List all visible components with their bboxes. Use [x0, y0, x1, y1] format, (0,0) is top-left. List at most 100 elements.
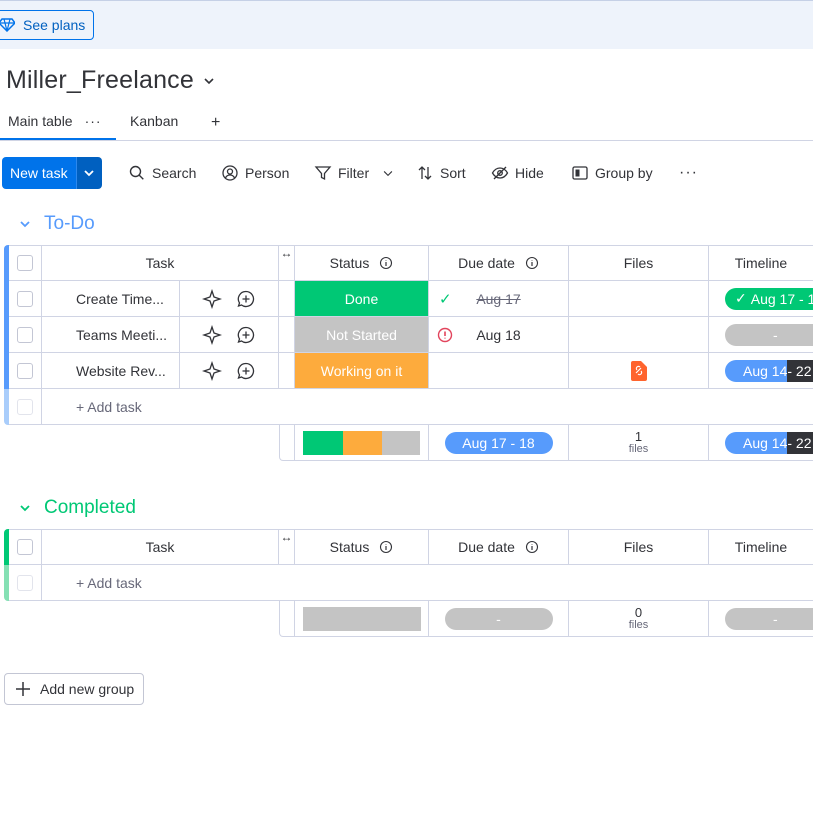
summary-files-cell[interactable]: 0 files — [569, 601, 709, 637]
due-date-value: Aug 17 — [476, 290, 521, 307]
resize-handle-icon[interactable]: ↔ — [279, 245, 295, 281]
row-select-cell — [9, 389, 42, 425]
add-task-row: + Add task — [4, 389, 813, 425]
header-due-date[interactable]: Due date — [429, 245, 569, 281]
row-checkbox — [17, 398, 33, 415]
select-all-checkbox[interactable] — [17, 255, 33, 271]
timeline-end: - 22 — [787, 359, 813, 382]
add-update-icon[interactable] — [236, 289, 256, 309]
sparkle-icon[interactable] — [202, 360, 222, 381]
timeline-cell[interactable]: - — [709, 317, 813, 353]
summary-due-cell[interactable]: Aug 17 - 18 — [429, 425, 569, 461]
hide-button[interactable]: Hide — [491, 157, 544, 189]
summary-timeline-cell[interactable]: Aug 14 - 22 — [709, 425, 813, 461]
header-status[interactable]: Status — [295, 529, 429, 565]
row-checkbox[interactable] — [17, 290, 33, 307]
summary-due-cell[interactable]: - — [429, 601, 569, 637]
more-options-icon[interactable]: ··· — [679, 164, 698, 181]
header-due-date[interactable]: Due date — [429, 529, 569, 565]
board-title[interactable]: Miller_Freelance — [6, 66, 216, 95]
group-header-completed[interactable]: Completed — [18, 497, 136, 519]
group-title[interactable]: Completed — [44, 497, 136, 518]
spacer-cell — [279, 353, 295, 389]
timeline-pill: - — [725, 323, 813, 346]
search-button[interactable]: Search — [128, 157, 196, 189]
summary-timeline-cell[interactable]: - — [709, 601, 813, 637]
add-view-button[interactable]: + — [211, 114, 221, 131]
table-row[interactable]: Website Rev... Working on it Aug 14 - 22 — [4, 353, 813, 389]
status-cell[interactable]: Not Started — [295, 317, 429, 353]
row-checkbox[interactable] — [17, 326, 33, 343]
header-due-date-label: Due date — [458, 539, 515, 555]
group-by-button[interactable]: Group by — [571, 157, 653, 189]
person-button[interactable]: Person — [221, 157, 289, 189]
task-name-cell[interactable]: Website Rev... — [42, 353, 180, 389]
info-icon — [380, 540, 393, 554]
due-date-cell[interactable] — [429, 353, 569, 389]
add-new-group-button[interactable]: Add new group — [4, 673, 145, 705]
table-header-row: Task ↔ Status Due date Files Timeline — [4, 529, 813, 565]
row-checkbox[interactable] — [17, 362, 33, 379]
group-by-icon — [572, 166, 588, 180]
hide-label: Hide — [515, 165, 544, 181]
add-update-icon[interactable] — [236, 361, 256, 381]
see-plans-label: See plans — [23, 17, 86, 33]
files-cell[interactable] — [569, 317, 709, 353]
task-name-cell[interactable]: Create Time... — [42, 281, 180, 317]
files-cell[interactable] — [569, 353, 709, 389]
due-date-cell[interactable]: ✓ Aug 17 — [429, 281, 569, 317]
tab-main-table[interactable]: Main table ··· — [0, 113, 116, 140]
toolbar: New task Search Person Filter Sort Hide … — [0, 157, 813, 189]
table-row[interactable]: Teams Meeti... Not Started Aug 18 - — [4, 317, 813, 353]
header-task[interactable]: Task — [42, 529, 279, 565]
chevron-down-icon — [84, 170, 94, 177]
summary-row: Aug 17 - 18 1 files Aug 14 - 22 — [4, 425, 813, 461]
header-timeline[interactable]: Timeline — [709, 245, 813, 281]
resize-handle-icon[interactable]: ↔ — [279, 529, 295, 565]
tab-main-table-label: Main table — [8, 113, 73, 129]
status-cell[interactable]: Done — [295, 281, 429, 317]
row-select-cell — [9, 281, 42, 317]
summary-row: - 0 files - — [4, 601, 813, 637]
status-cell[interactable]: Working on it — [295, 353, 429, 389]
summary-spacer — [279, 425, 295, 461]
table-row[interactable]: Create Time... Done ✓ Aug 17 ✓ Aug 17 - … — [4, 281, 813, 317]
summary-status-cell[interactable] — [295, 425, 429, 461]
filter-button[interactable]: Filter — [314, 157, 395, 189]
header-status-label: Status — [329, 255, 370, 271]
new-task-button[interactable]: New task — [2, 157, 76, 189]
summary-due-range: - — [444, 607, 553, 630]
due-date-cell[interactable]: Aug 18 — [429, 317, 569, 353]
header-timeline[interactable]: Timeline — [709, 529, 813, 565]
sparkle-icon[interactable] — [202, 324, 222, 345]
summary-status-cell[interactable] — [295, 601, 429, 637]
select-all-cell — [9, 245, 42, 281]
add-task-input[interactable]: + Add task — [42, 389, 813, 425]
header-status[interactable]: Status — [295, 245, 429, 281]
spacer-cell — [279, 281, 295, 317]
group-header-todo[interactable]: To-Do — [18, 213, 95, 235]
header-files[interactable]: Files — [569, 529, 709, 565]
chevron-down-icon[interactable] — [202, 70, 216, 91]
timeline-cell[interactable]: Aug 14 - 22 — [709, 353, 813, 389]
summary-files-cell[interactable]: 1 files — [569, 425, 709, 461]
pdf-file-icon[interactable] — [630, 360, 647, 381]
timeline-cell[interactable]: ✓ Aug 17 - 1 — [709, 281, 813, 317]
task-name-cell[interactable]: Teams Meeti... — [42, 317, 180, 353]
group-title[interactable]: To-Do — [44, 213, 95, 234]
tab-kanban[interactable]: Kanban — [130, 113, 178, 129]
header-files[interactable]: Files — [569, 245, 709, 281]
more-dots-icon[interactable]: ··· — [84, 113, 102, 129]
add-task-input[interactable]: + Add task — [42, 565, 813, 601]
plus-icon — [16, 682, 30, 696]
see-plans-button[interactable]: See plans — [0, 10, 95, 40]
new-task-dropdown[interactable] — [75, 157, 102, 189]
files-cell[interactable] — [569, 281, 709, 317]
header-task[interactable]: Task — [42, 245, 279, 281]
summary-spacer — [279, 601, 295, 637]
due-date-value: Aug 18 — [476, 326, 521, 343]
select-all-checkbox[interactable] — [17, 539, 33, 555]
add-update-icon[interactable] — [236, 325, 256, 345]
sparkle-icon[interactable] — [202, 288, 222, 309]
sort-button[interactable]: Sort — [416, 157, 466, 189]
